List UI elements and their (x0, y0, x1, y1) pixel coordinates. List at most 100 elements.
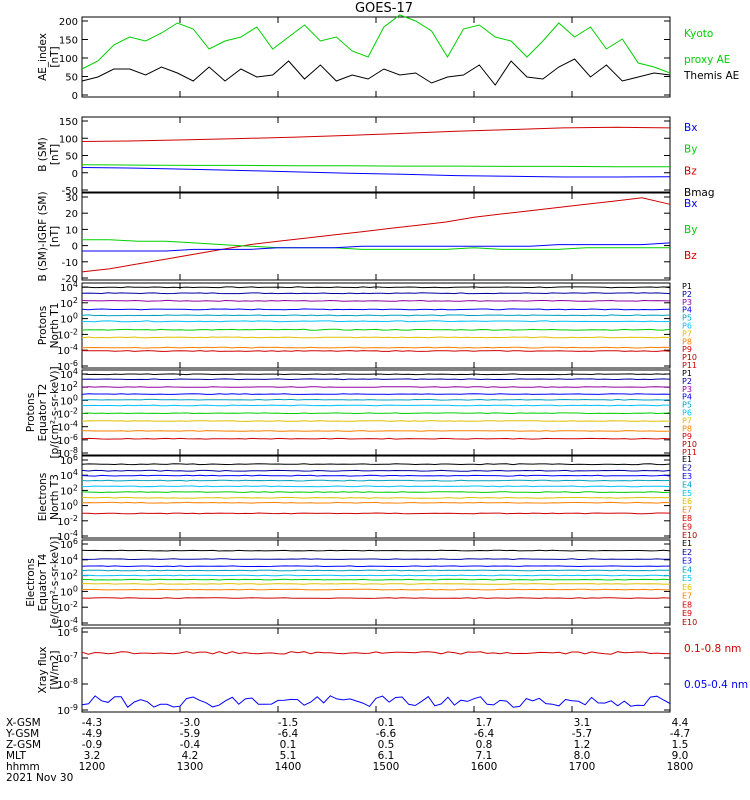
legend-entry: By (684, 144, 697, 156)
series-p6 (81, 404, 670, 407)
x-row-value: -6.4 (474, 728, 495, 740)
y-tick-label: 106 (60, 453, 78, 467)
y-tick-label: 10-6 (57, 625, 78, 639)
x-row-value: 4.2 (182, 750, 199, 762)
series-0.1-0.8-nm (81, 651, 670, 655)
legend-entry: E3 (682, 557, 692, 566)
series-bz (81, 197, 671, 273)
y-axis-label: [p/(cm²-s-sr-keV)] (49, 366, 61, 458)
legend-entry: P1 (682, 369, 692, 378)
x-row-value: 1800 (667, 761, 694, 773)
legend-entry: E2 (682, 548, 692, 557)
panel-frame (81, 369, 671, 456)
legend-entry: P5 (682, 401, 692, 410)
x-row-value: 3.1 (574, 717, 591, 729)
legend-entry: P11 (682, 361, 697, 370)
x-row-value: 0.1 (280, 739, 297, 751)
x-row-value: 0.1 (378, 717, 395, 729)
series-p4 (81, 308, 671, 311)
legend-entry: E8 (682, 600, 692, 609)
series-p6 (82, 320, 671, 323)
series-e2 (81, 469, 671, 472)
y-tick-label: 102 (60, 296, 78, 310)
panel-frame (81, 539, 671, 626)
series-e8 (81, 501, 671, 504)
y-tick-label: 102 (60, 569, 78, 583)
series-p3 (81, 299, 671, 302)
x-row-value: 5.1 (280, 750, 297, 762)
legend-entry: E7 (682, 592, 692, 601)
x-row-value: 1500 (373, 761, 400, 773)
y-axis-label: North T3 (49, 474, 61, 520)
series-p7 (81, 412, 671, 415)
y-axis-label: Equator T2 (37, 384, 49, 442)
y-axis-label: [nT] (49, 226, 61, 247)
y-axis-label: Protons (25, 393, 37, 432)
legend-entry: E7 (682, 506, 692, 515)
series-kyoto-proxy-ae (81, 14, 671, 74)
x-row-value: -0.9 (82, 739, 103, 751)
y-axis-label: Equator T4 (37, 553, 49, 611)
x-row-label: Z-GSM (6, 739, 41, 751)
x-row-value: 1.7 (476, 717, 493, 729)
series-e6 (81, 491, 671, 494)
y-tick-label: 50 (65, 73, 78, 84)
panel-frame (81, 627, 671, 713)
y-tick-label: 100 (60, 312, 78, 326)
series-e5 (81, 574, 671, 577)
y-axis-label: AE_index (37, 33, 49, 81)
y-axis-label: Protons (37, 306, 49, 345)
series-p1 (81, 286, 671, 289)
legend-entry: P7 (682, 329, 692, 338)
x-row-value: 9.0 (672, 750, 689, 762)
x-row-value: -3.0 (180, 717, 201, 729)
y-tick-label: 30 (65, 193, 78, 204)
y-axis-label: B (SM) (37, 137, 49, 171)
legend-entry: E10 (682, 618, 697, 627)
x-row-value: -5.7 (572, 728, 593, 740)
legend-entry: Bx (684, 198, 697, 210)
x-row-value: -4.7 (670, 728, 691, 740)
y-tick-label: 150 (59, 36, 78, 47)
x-row-label: MLT (6, 750, 26, 762)
y-axis-label: Xray flux (37, 647, 49, 694)
legend-entry: Bz (684, 165, 697, 177)
x-row-value: 0.5 (378, 739, 395, 751)
legend-entry: Themis AE (683, 70, 739, 82)
y-axis-label: [nT] (49, 46, 61, 67)
y-tick-label: 50 (65, 152, 78, 163)
x-row-label: X-GSM (6, 717, 41, 729)
series-e1 (81, 549, 671, 552)
y-tick-label: 0 (72, 242, 78, 253)
series-p3 (81, 386, 671, 388)
legend-entry: E1 (682, 539, 692, 548)
series-e4 (81, 479, 671, 482)
x-row-value: 3.2 (84, 750, 101, 762)
legend-entry: P4 (682, 393, 692, 402)
legend-entry: P8 (682, 337, 692, 346)
y-tick-label: 100 (59, 54, 78, 65)
legend-entry: P10 (682, 440, 697, 449)
panel-bsm: 150 100 50 0 -50 B (SM) [nT] Bx By Bz Bmag (37, 116, 715, 199)
series-bx (82, 242, 671, 252)
panel-frame (81, 16, 671, 98)
series-e2 (82, 558, 671, 561)
series-e4 (81, 569, 670, 572)
legend-entry: P6 (682, 409, 692, 418)
x-row-value: 1.2 (574, 739, 591, 751)
y-tick-label: 0 (72, 169, 78, 180)
x-row-value: 1300 (177, 761, 204, 773)
legend-entry: E1 (682, 455, 692, 464)
y-axis-label: B (SM)-IGRF (SM) (37, 191, 49, 281)
legend-entry: P1 (682, 282, 692, 291)
series-p8 (81, 420, 671, 422)
legend-entry: Bmag (684, 187, 715, 199)
panel-bigrf: 30 20 10 0 -10 -20 B (SM)-IGRF (SM) [nT] Bx By Bz (37, 191, 697, 285)
x-row-value: -0.4 (180, 739, 201, 751)
legend-entry: E3 (682, 472, 692, 481)
x-row-value: -6.4 (278, 728, 299, 740)
